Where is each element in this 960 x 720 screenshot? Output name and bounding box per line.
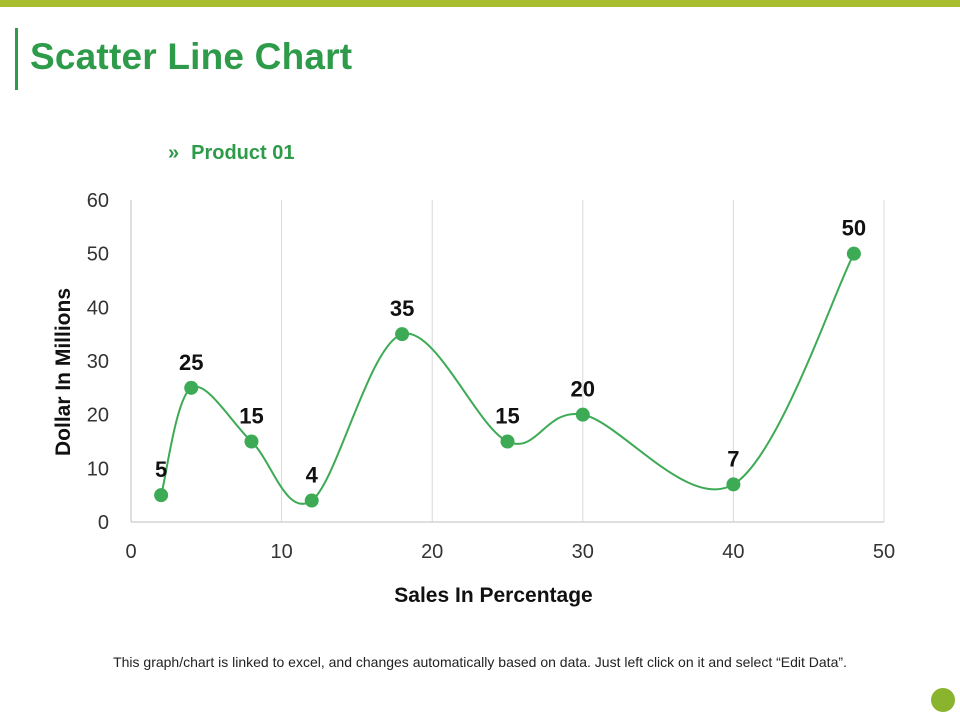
data-label: 4 [306, 463, 319, 488]
data-point[interactable] [395, 327, 410, 342]
x-tick-label: 40 [722, 541, 744, 563]
data-label: 15 [239, 404, 263, 429]
x-tick-label: 0 [125, 541, 136, 563]
data-point[interactable] [846, 246, 861, 261]
data-point[interactable] [154, 488, 169, 503]
data-label: 15 [495, 404, 519, 429]
y-tick-label: 0 [98, 512, 109, 534]
y-tick-label: 50 [87, 244, 109, 266]
chart-grid [281, 200, 885, 522]
double-chevron-icon: » [168, 142, 180, 164]
data-point[interactable] [726, 477, 741, 492]
x-axis-label: Sales In Percentage [394, 584, 592, 607]
x-tick-label: 30 [572, 541, 594, 563]
y-tick-label: 40 [87, 297, 109, 319]
data-point[interactable] [184, 380, 199, 395]
data-label: 35 [390, 296, 414, 321]
chart-legend[interactable]: » Product 01 [168, 142, 294, 165]
data-label: 25 [179, 350, 203, 375]
data-label: 20 [571, 377, 595, 402]
data-point[interactable] [575, 407, 590, 422]
legend-label: Product 01 [191, 142, 295, 164]
data-label: 7 [727, 446, 739, 471]
data-point[interactable] [500, 434, 515, 449]
chart-tick-labels: 0 10 20 30 40 50 60 0 10 20 30 40 50 [87, 190, 895, 563]
data-point[interactable] [244, 434, 259, 449]
data-label: 5 [155, 457, 167, 482]
x-tick-label: 50 [873, 541, 895, 563]
x-tick-label: 10 [270, 541, 292, 563]
data-label: 50 [842, 216, 866, 241]
y-tick-label: 20 [87, 405, 109, 427]
chart-series: 5 25 15 4 35 15 20 7 50 [154, 216, 866, 508]
top-accent-bar [0, 0, 960, 7]
x-tick-label: 20 [421, 541, 443, 563]
y-tick-label: 60 [87, 190, 109, 212]
data-point[interactable] [304, 493, 319, 508]
y-tick-label: 30 [87, 351, 109, 373]
page-title: Scatter Line Chart [30, 36, 353, 77]
series-line [160, 253, 855, 505]
y-axis-label: Dollar In Millions [52, 288, 75, 456]
y-tick-label: 10 [87, 458, 109, 480]
chart-axes [130, 200, 884, 523]
footnote: This graph/chart is linked to excel, and… [113, 654, 847, 670]
corner-decoration-dot [931, 688, 955, 712]
title-accent-rule [15, 28, 18, 90]
